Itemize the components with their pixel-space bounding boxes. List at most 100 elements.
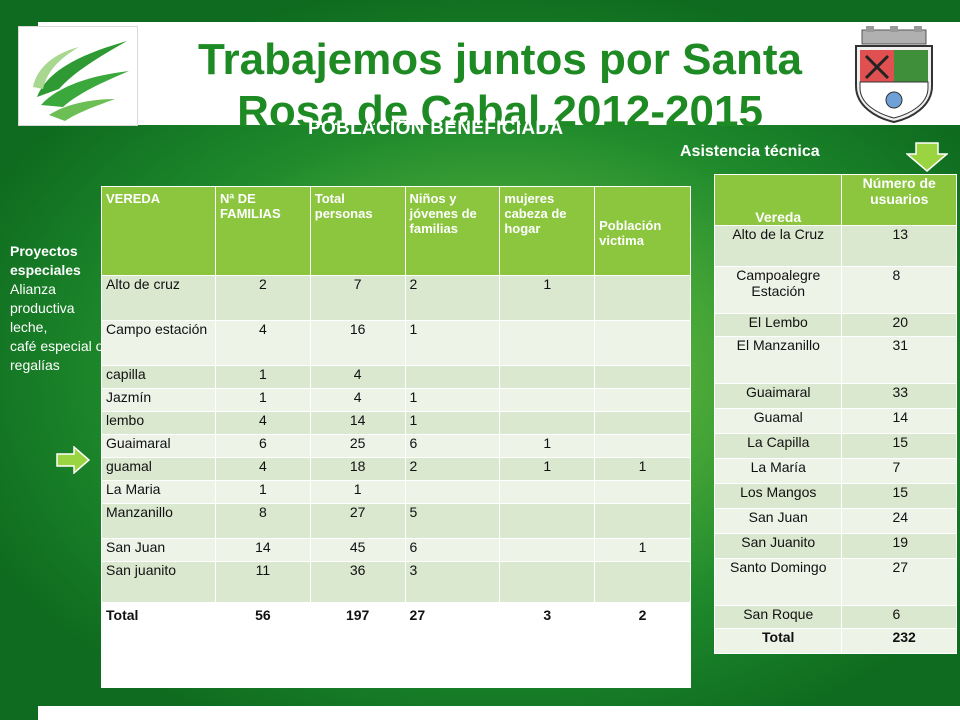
table-cell: 14 — [841, 408, 957, 434]
table-row: Guamal 14 — [713, 408, 957, 434]
table-cell: 8 — [841, 266, 957, 314]
table-total-cell: Total — [713, 628, 843, 654]
table-cell: 13 — [841, 225, 957, 267]
header-familias: Nª DE FAMILIAS — [214, 186, 311, 276]
table-cell: 31 — [841, 336, 957, 384]
table-cell: 36 — [309, 561, 406, 603]
table-cell: 1 — [214, 365, 311, 389]
table-cell: 15 — [841, 483, 957, 509]
table-cell — [499, 388, 596, 412]
leaf-swoosh-icon — [33, 41, 129, 121]
table-cell: 15 — [841, 433, 957, 459]
table-cell: San Juan — [101, 538, 216, 562]
table-cell: 1 — [214, 480, 311, 504]
table-cell: El Manzanillo — [713, 336, 843, 384]
table-cell: 18 — [309, 457, 406, 481]
table-total-cell: Total — [101, 602, 216, 688]
table-row: Campo estación 4 16 1 — [101, 320, 691, 366]
table-cell: 4 — [214, 320, 311, 366]
table-cell: 1 — [404, 388, 501, 412]
table-cell: 14 — [309, 411, 406, 435]
proyectos-heading: Proyectos especiales — [10, 243, 81, 278]
table-cell — [499, 411, 596, 435]
table-cell — [499, 365, 596, 389]
table-row: Alto de la Cruz 13 — [713, 225, 957, 267]
table-cell — [404, 365, 501, 389]
table-cell: 2 — [404, 457, 501, 481]
table-row: lembo 4 14 1 — [101, 411, 691, 435]
footer-band — [38, 706, 960, 720]
table-cell: 14 — [214, 538, 311, 562]
table-row: La Capilla 15 — [713, 433, 957, 459]
table-cell — [594, 275, 691, 321]
asistencia-label: Asistencia técnica — [680, 143, 820, 160]
table-cell: San Juanito — [713, 533, 843, 559]
table-row: Campoalegre Estación 8 — [713, 266, 957, 314]
table-cell: Guaimaral — [101, 434, 216, 458]
table-row: La María 7 — [713, 458, 957, 484]
table-row: El Lembo 20 — [713, 313, 957, 337]
poblacion-beneficiada-table: VEREDA Nª DE FAMILIAS Total personas Niñ… — [101, 186, 691, 688]
table-cell — [404, 480, 501, 504]
table-cell: Santo Domingo — [713, 558, 843, 606]
table-cell: 1 — [499, 275, 596, 321]
table-cell: Jazmín — [101, 388, 216, 412]
table-cell: 6 — [841, 605, 957, 629]
table-cell: 45 — [309, 538, 406, 562]
asistencia-tecnica-table: Vereda Número de usuarios Alto de la Cru… — [713, 174, 957, 654]
table-total-row: Total 232 — [713, 628, 957, 654]
table-cell: El Lembo — [713, 313, 843, 337]
table-cell: Manzanillo — [101, 503, 216, 539]
table-cell: 5 — [404, 503, 501, 539]
header-band — [38, 22, 960, 125]
header-ninos: Niños y jóvenes de familias — [404, 186, 501, 276]
table-row: guamal 4 18 2 1 1 — [101, 457, 691, 481]
table-cell: 1 — [309, 480, 406, 504]
table-total-row: Total 56 197 27 3 2 — [101, 602, 691, 688]
header-mujeres: mujeres cabeza de hogar — [499, 186, 596, 276]
table-header-row: VEREDA Nª DE FAMILIAS Total personas Niñ… — [101, 186, 691, 276]
table-total-cell: 232 — [841, 628, 957, 654]
table-cell: 6 — [404, 434, 501, 458]
table-row: San Roque 6 — [713, 605, 957, 629]
table-cell — [594, 561, 691, 603]
table-row: Los Mangos 15 — [713, 483, 957, 509]
table-row: capilla 1 4 — [101, 365, 691, 389]
table-cell — [499, 561, 596, 603]
table-cell: 4 — [214, 411, 311, 435]
table-row: San Juanito 19 — [713, 533, 957, 559]
table-cell: lembo — [101, 411, 216, 435]
table-cell: 6 — [404, 538, 501, 562]
table-cell: 33 — [841, 383, 957, 409]
table-cell — [594, 411, 691, 435]
table-row: Alto de cruz 2 7 2 1 — [101, 275, 691, 321]
table-cell: 2 — [404, 275, 501, 321]
proyectos-line-2: café especial o regalías — [10, 338, 104, 373]
table-cell: 1 — [499, 457, 596, 481]
table-cell: 25 — [309, 434, 406, 458]
table-cell: 24 — [841, 508, 957, 534]
table-cell: San Juan — [713, 508, 843, 534]
table-cell: 1 — [404, 411, 501, 435]
header-vereda: VEREDA — [101, 186, 216, 276]
table-row: San juanito 11 36 3 — [101, 561, 691, 603]
table-total-cell: 27 — [404, 602, 501, 688]
table-cell: 7 — [841, 458, 957, 484]
table-cell: 7 — [309, 275, 406, 321]
table-row: San Juan 24 — [713, 508, 957, 534]
page-title: Trabajemos juntos por Santa Rosa de Caba… — [198, 35, 802, 136]
table-cell: La Maria — [101, 480, 216, 504]
table-row: Guaimaral 6 25 6 1 — [101, 434, 691, 458]
table-cell — [594, 320, 691, 366]
proyectos-line-1: Alianza productiva leche, — [10, 281, 75, 335]
table-cell: San juanito — [101, 561, 216, 603]
table-row: Santo Domingo 27 — [713, 558, 957, 606]
table-row: Manzanillo 8 27 5 — [101, 503, 691, 539]
header-vereda: Vereda — [713, 174, 843, 226]
table-cell: Guaimaral — [713, 383, 843, 409]
header-usuarios: Número de usuarios — [841, 174, 957, 226]
proyectos-especiales-text: Proyectos especiales Alianza productiva … — [10, 242, 106, 375]
table-cell: 4 — [214, 457, 311, 481]
coat-of-arms-logo — [848, 26, 940, 124]
table-row: El Manzanillo 31 — [713, 336, 957, 384]
